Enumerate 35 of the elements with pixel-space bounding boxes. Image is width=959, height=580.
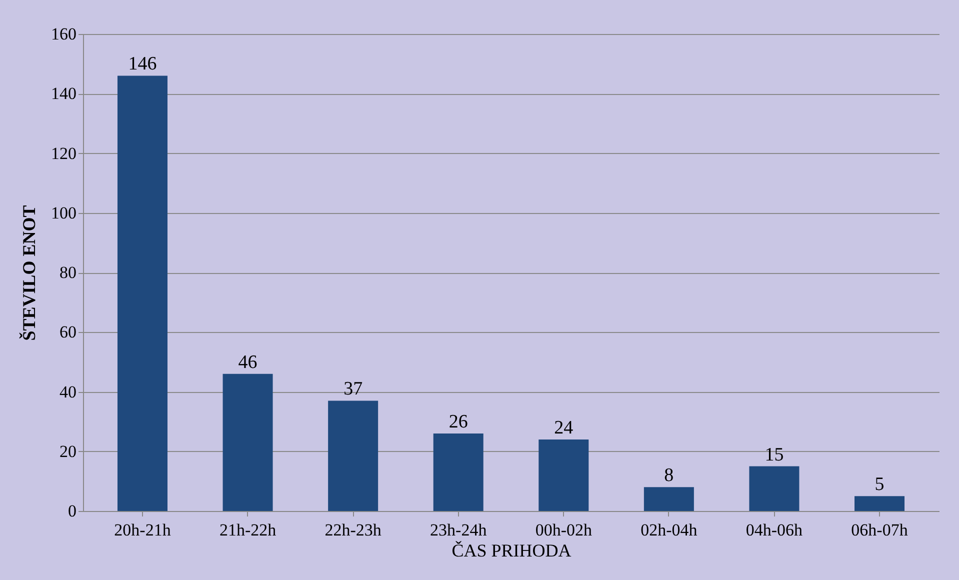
x-tick-label: 06h-07h (851, 520, 908, 540)
data-label: 24 (554, 417, 574, 438)
y-tick-label: 80 (60, 263, 76, 282)
data-label: 26 (448, 411, 468, 432)
bar (117, 76, 168, 511)
x-tick-label: 04h-06h (746, 520, 804, 540)
x-tick-label: 23h-24h (430, 520, 488, 540)
y-tick-label: 160 (51, 24, 76, 44)
data-label: 15 (764, 444, 784, 466)
data-label: 146 (128, 54, 157, 75)
bar (538, 439, 589, 511)
y-axis-title: ŠTEVILO ENOT (19, 205, 39, 341)
y-tick-label: 0 (68, 502, 76, 520)
bar (328, 400, 378, 511)
y-tick-label: 20 (60, 442, 76, 461)
y-tick-label: 120 (51, 144, 76, 163)
x-axis-title: ČAS PRIHODA (452, 540, 572, 560)
bar (433, 433, 484, 511)
bar (222, 374, 273, 511)
x-tick-label: 00h-02h (535, 520, 592, 540)
bar (644, 487, 694, 511)
data-label: 46 (238, 352, 258, 373)
y-tick-label: 140 (51, 84, 76, 104)
bar (854, 496, 905, 511)
y-tick-label: 60 (60, 322, 76, 342)
x-tick-label: 20h-21h (114, 520, 172, 540)
data-label: 37 (344, 378, 363, 400)
x-tick-label: 22h-23h (324, 520, 382, 540)
x-tick-label: 21h-22h (219, 520, 277, 540)
bar (749, 466, 800, 511)
data-label: 8 (664, 465, 674, 486)
y-tick-label: 40 (60, 382, 76, 402)
data-label: 5 (874, 474, 884, 496)
x-tick-label: 02h-04h (640, 520, 698, 540)
y-tick-label: 100 (51, 203, 76, 222)
